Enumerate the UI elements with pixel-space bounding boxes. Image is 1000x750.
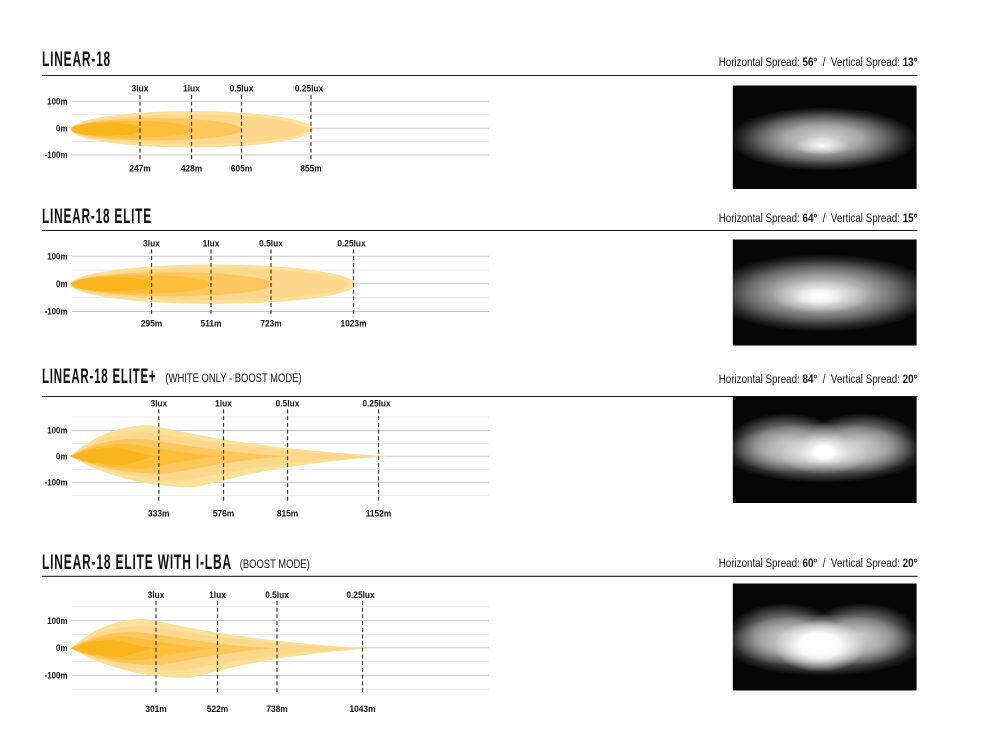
- svg-text:295m: 295m: [141, 318, 162, 329]
- svg-text:-100m: -100m: [45, 306, 68, 317]
- svg-text:605m: 605m: [231, 163, 252, 174]
- svg-text:-100m: -100m: [45, 150, 68, 161]
- svg-text:428m: 428m: [181, 163, 202, 174]
- svg-text:522m: 522m: [207, 704, 228, 715]
- svg-text:1152m: 1152m: [366, 508, 392, 519]
- svg-text:Horizontal Spread: 64° / Ver: Horizontal Spread: 64° / Vertical Spread…: [719, 212, 918, 225]
- svg-text:855m: 855m: [300, 163, 321, 174]
- svg-text:0.5lux: 0.5lux: [265, 590, 289, 601]
- svg-text:0m: 0m: [56, 123, 67, 134]
- svg-text:100m: 100m: [47, 615, 67, 626]
- svg-text:LINEAR-18 ELITE WITH I-LBA: LINEAR-18 ELITE WITH I-LBA: [42, 549, 232, 574]
- svg-text:576m: 576m: [213, 508, 234, 519]
- svg-text:1lux: 1lux: [183, 83, 200, 94]
- svg-text:0m: 0m: [56, 451, 67, 462]
- svg-text:Horizontal Spread: 56° / Ver: Horizontal Spread: 56° / Vertical Spread…: [719, 56, 918, 69]
- svg-text:LINEAR-18 ELITE+: LINEAR-18 ELITE+: [42, 363, 156, 388]
- svg-text:738m: 738m: [266, 704, 287, 715]
- svg-text:(BOOST MODE): (BOOST MODE): [240, 558, 310, 571]
- svg-text:1lux: 1lux: [215, 398, 232, 409]
- svg-text:511m: 511m: [201, 318, 222, 329]
- svg-text:-100m: -100m: [45, 477, 68, 488]
- svg-text:247m: 247m: [129, 163, 150, 174]
- svg-text:1043m: 1043m: [349, 704, 375, 715]
- svg-text:0.25lux: 0.25lux: [337, 238, 365, 249]
- svg-text:0.5lux: 0.5lux: [230, 83, 254, 94]
- svg-text:3lux: 3lux: [148, 590, 165, 601]
- svg-text:1lux: 1lux: [209, 590, 226, 601]
- svg-text:100m: 100m: [47, 425, 67, 436]
- svg-text:-100m: -100m: [45, 670, 68, 681]
- svg-text:3lux: 3lux: [132, 83, 149, 94]
- svg-text:1lux: 1lux: [203, 238, 220, 249]
- svg-text:333m: 333m: [148, 508, 169, 519]
- svg-text:0.5lux: 0.5lux: [259, 238, 283, 249]
- svg-text:301m: 301m: [145, 704, 166, 715]
- svg-text:Horizontal Spread: 84° / Ver: Horizontal Spread: 84° / Vertical Spread…: [719, 373, 918, 386]
- svg-text:723m: 723m: [260, 318, 281, 329]
- svg-text:100m: 100m: [47, 251, 67, 262]
- svg-text:1023m: 1023m: [340, 318, 366, 329]
- svg-text:(WHITE ONLY - BOOST MODE): (WHITE ONLY - BOOST MODE): [165, 372, 301, 385]
- svg-text:Horizontal Spread: 60° / Ver: Horizontal Spread: 60° / Vertical Spread…: [719, 557, 918, 570]
- svg-text:0.25lux: 0.25lux: [295, 83, 323, 94]
- svg-text:0.5lux: 0.5lux: [276, 398, 300, 409]
- svg-text:815m: 815m: [277, 508, 298, 519]
- svg-text:0m: 0m: [56, 279, 67, 290]
- svg-text:LINEAR-18: LINEAR-18: [42, 46, 111, 71]
- svg-text:0m: 0m: [56, 643, 67, 654]
- svg-text:100m: 100m: [47, 96, 67, 107]
- svg-text:0.25lux: 0.25lux: [346, 590, 374, 601]
- svg-text:3lux: 3lux: [150, 398, 167, 409]
- svg-text:0.25lux: 0.25lux: [362, 398, 390, 409]
- svg-text:LINEAR-18 ELITE: LINEAR-18 ELITE: [42, 203, 152, 228]
- svg-text:3lux: 3lux: [143, 238, 160, 249]
